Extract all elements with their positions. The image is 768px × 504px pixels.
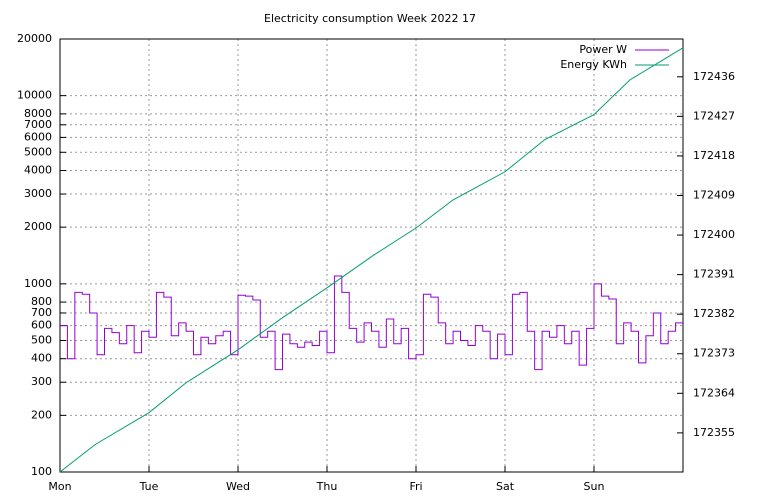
y-tick-label: 300 (31, 375, 52, 388)
y-tick-label: 5000 (24, 145, 52, 158)
legend-label: Energy KWh (560, 58, 627, 71)
y2-tick-label: 172355 (693, 426, 735, 439)
y2-tick-label: 172418 (693, 149, 735, 162)
y-tick-label: 700 (31, 306, 52, 319)
y-tick-label: 1000 (24, 277, 52, 290)
chart-title: Electricity consumption Week 2022 17 (264, 12, 476, 25)
y2-tick-label: 172382 (693, 307, 735, 320)
x-tick-label: Tue (139, 480, 159, 493)
x-tick-label: Fri (409, 480, 422, 493)
y-tick-label: 3000 (24, 187, 52, 200)
legend-label: Power W (579, 43, 627, 56)
x-tick-label: Wed (226, 480, 250, 493)
y-tick-label: 2000 (24, 220, 52, 233)
x-tick-label: Sat (496, 480, 515, 493)
y2-tick-label: 172364 (693, 386, 735, 399)
x-tick-label: Thu (316, 480, 338, 493)
y-tick-label: 6000 (24, 130, 52, 143)
line-series (59, 47, 684, 473)
x-tick-label: Mon (48, 480, 71, 493)
y-tick-label: 100 (31, 465, 52, 478)
x-tick-label: Sun (584, 480, 605, 493)
line-series (60, 275, 683, 371)
y-tick-label: 400 (31, 352, 52, 365)
y2-tick-label: 172373 (693, 347, 735, 360)
y2-tick-label: 172409 (693, 188, 735, 201)
y2-tick-label: 172436 (693, 70, 735, 83)
y2-tick-label: 172427 (693, 109, 735, 122)
y-tick-label: 8000 (24, 107, 52, 120)
y-tick-label: 800 (31, 295, 52, 308)
y-tick-label: 4000 (24, 164, 52, 177)
plot-frame (59, 38, 684, 473)
y-tick-label: 10000 (17, 89, 52, 102)
y-tick-label: 7000 (24, 118, 52, 131)
y-tick-label: 500 (31, 333, 52, 346)
y-tick-label: 20000 (17, 32, 52, 45)
y2-tick-label: 172391 (693, 268, 735, 281)
y-tick-label: 200 (31, 408, 52, 421)
y2-tick-label: 172400 (693, 228, 735, 241)
y-tick-label: 600 (31, 319, 52, 332)
